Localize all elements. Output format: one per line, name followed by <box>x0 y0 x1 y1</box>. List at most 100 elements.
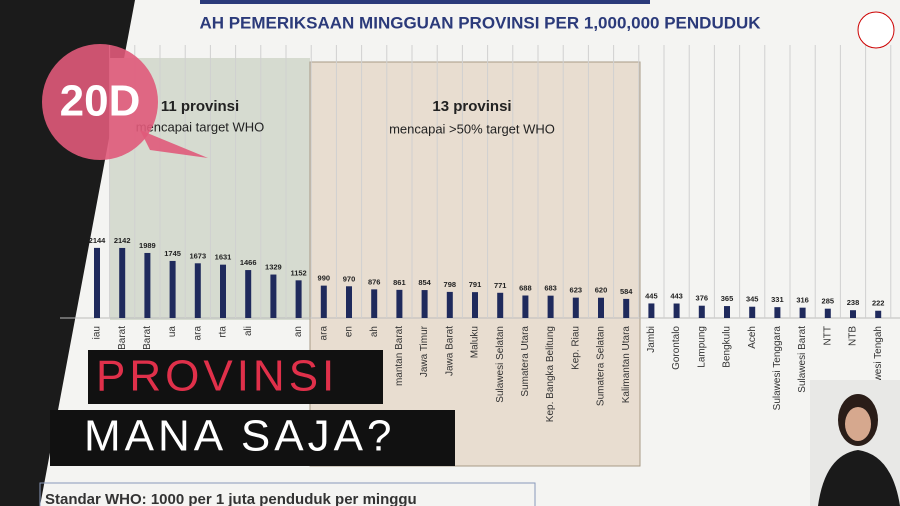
x-tick-label: rta <box>218 326 229 338</box>
value-label: 365 <box>721 294 734 303</box>
value-label: 771 <box>494 281 507 290</box>
x-tick-label: Kep. Bangka Belitung <box>545 326 556 422</box>
value-label: 990 <box>318 274 331 283</box>
footnote: Standar WHO: 1000 per 1 juta penduduk pe… <box>45 491 417 506</box>
caption-line: MANA SAJA? <box>84 412 395 461</box>
bar <box>346 286 352 318</box>
value-label: 316 <box>796 296 809 305</box>
x-tick-label: Kalimantan Utara <box>621 326 632 404</box>
caption-bg <box>50 410 455 466</box>
value-label: 222 <box>872 299 885 308</box>
x-tick-label: Sulawesi Selatan <box>495 326 506 403</box>
bar <box>144 252 151 318</box>
interpreter-body <box>818 450 900 506</box>
value-label: 445 <box>645 291 658 300</box>
bar <box>169 260 176 318</box>
annotation-count: 13 provinsi <box>432 98 511 115</box>
bar <box>194 263 201 318</box>
value-label: 1673 <box>189 251 206 260</box>
bar <box>245 270 252 318</box>
bar <box>497 292 504 318</box>
x-tick-label: Maluku <box>470 326 481 358</box>
value-label: 331 <box>771 295 784 304</box>
bars: 2144 iau 2142 Barat 1989 Barat 1745 ua 1673 ara 16… <box>89 236 885 422</box>
x-tick-label: Sumatera Utara <box>520 326 531 397</box>
x-tick-label: an <box>293 326 304 337</box>
annotation-text: mencapai target WHO <box>136 119 265 134</box>
logo-tail <box>140 130 208 158</box>
x-tick-label: ali <box>243 326 254 336</box>
caption-line: PROVINSI <box>96 352 338 401</box>
bar <box>572 297 579 318</box>
value-label: 2144 <box>89 236 107 245</box>
annotation-text: mencapai >50% target WHO <box>389 121 555 136</box>
bar <box>724 306 730 318</box>
bar <box>598 297 604 318</box>
x-tick-label: Gorontalo <box>671 326 682 370</box>
x-tick-label: Jawa Timur <box>419 325 430 377</box>
bar <box>648 303 655 318</box>
value-label: 861 <box>393 278 406 287</box>
bar <box>875 310 882 318</box>
bar <box>396 289 403 318</box>
x-tick-label: Kep. Riau <box>570 326 581 370</box>
value-label: 285 <box>822 297 835 306</box>
bar <box>850 310 856 318</box>
bar <box>799 307 806 318</box>
logo-circle <box>42 44 158 160</box>
value-label: 876 <box>368 277 381 286</box>
value-label: 1745 <box>164 249 181 258</box>
value-label: 345 <box>746 295 759 304</box>
x-tick-label: Barat <box>117 326 128 350</box>
x-tick-label: Sulawesi Tenggara <box>772 326 783 411</box>
x-tick-label: Sulawesi Barat <box>797 326 808 393</box>
bar <box>446 291 453 318</box>
caption-bg <box>88 350 383 404</box>
bar <box>547 295 554 318</box>
x-tick-label: Lampung <box>696 326 707 368</box>
value-label: 238 <box>847 298 860 307</box>
bar <box>421 290 428 318</box>
value-label: 1329 <box>265 263 282 272</box>
value-label: 623 <box>570 286 583 295</box>
bar <box>749 306 756 318</box>
bar <box>472 292 478 318</box>
value-label: 376 <box>696 294 709 303</box>
value-label: 2142 <box>114 236 131 245</box>
bar <box>673 303 680 318</box>
value-label: 688 <box>519 283 532 292</box>
value-label: 1989 <box>139 241 156 250</box>
emblem <box>857 11 895 49</box>
x-tick-label: Jawa Barat <box>444 326 455 376</box>
bar <box>824 308 831 318</box>
bar <box>623 298 630 318</box>
bar <box>270 274 277 318</box>
top-bar <box>200 0 650 4</box>
bar <box>94 247 100 318</box>
value-label: 854 <box>418 278 431 287</box>
x-tick-label: ara <box>318 326 329 341</box>
x-tick-label: Aceh <box>747 326 758 349</box>
x-tick-label: en <box>344 326 355 337</box>
bar <box>320 285 327 318</box>
value-label: 683 <box>544 284 557 293</box>
x-tick-label: NTB <box>848 326 859 346</box>
bar <box>774 307 781 318</box>
value-label: 584 <box>620 287 633 296</box>
value-label: 791 <box>469 280 482 289</box>
value-label: 970 <box>343 274 356 283</box>
interpreter-face <box>845 407 871 441</box>
x-tick-label: Sumatera Selatan <box>596 326 607 406</box>
x-tick-label: ara <box>192 326 203 341</box>
value-label: 1466 <box>240 258 257 267</box>
value-label: 798 <box>444 280 457 289</box>
x-tick-label: ah <box>369 326 380 337</box>
logo: 20D <box>60 77 141 126</box>
x-tick-label: Jambi <box>646 326 657 353</box>
bar <box>220 264 226 318</box>
x-tick-label: Bengkulu <box>722 326 733 368</box>
chart-title: AH PEMERIKSAAN MINGGUAN PROVINSI PER 1,0… <box>199 13 761 32</box>
x-tick-label: Barat <box>142 326 153 350</box>
